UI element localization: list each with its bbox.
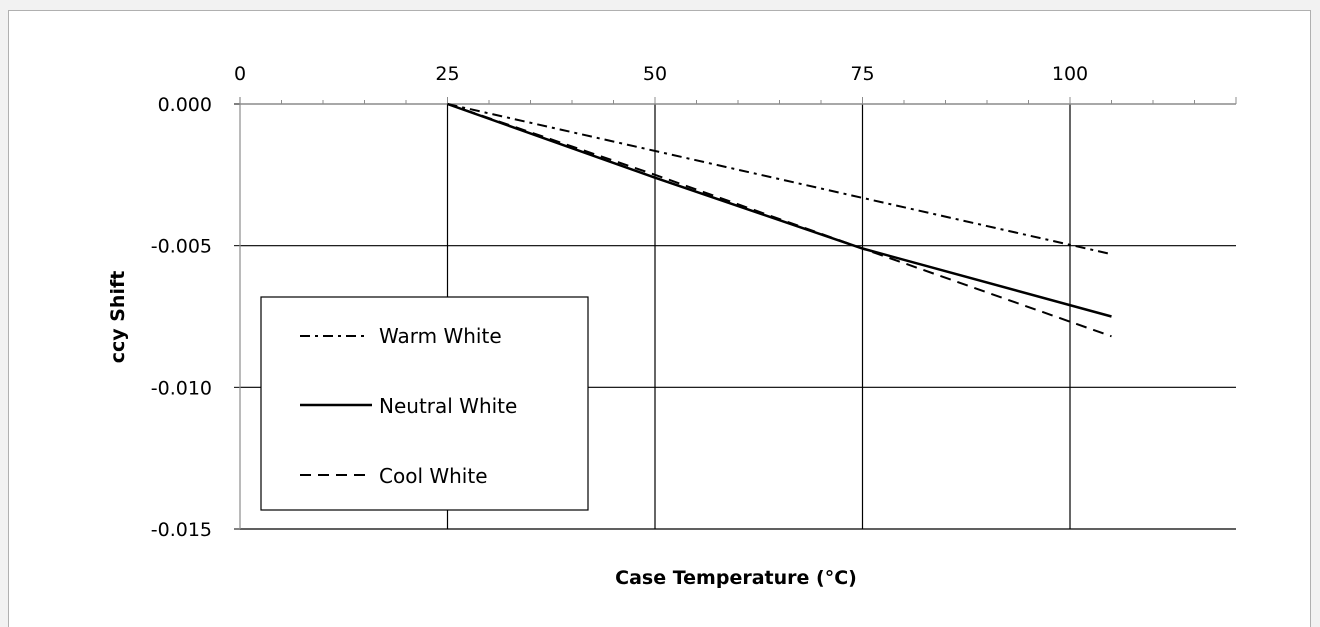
x-tick-label: 75 xyxy=(850,63,874,85)
x-tick-label: 50 xyxy=(643,63,667,85)
axis-layer: 0.000 -0.005 -0.010 -0.015 0 25 50 75 100 xyxy=(151,63,1237,541)
chart-frame xyxy=(8,10,1311,627)
legend: Warm White Neutral White Cool White xyxy=(260,296,589,511)
series-line-1 xyxy=(447,102,1112,318)
x-tick-label: 0 xyxy=(234,63,246,85)
legend-label-cool-white: Cool White xyxy=(379,464,488,488)
series-layer xyxy=(447,102,1112,338)
y-tick-label: -0.005 xyxy=(151,236,212,258)
legend-box xyxy=(260,296,589,511)
y-tick-label: 0.000 xyxy=(158,94,212,116)
y-axis-title: ccy Shift xyxy=(107,271,129,364)
legend-label-neutral-white: Neutral White xyxy=(379,394,517,418)
y-tick-label: -0.015 xyxy=(151,519,212,541)
series-line-0 xyxy=(447,103,1112,256)
x-tick-label: 100 xyxy=(1052,63,1088,85)
legend-label-warm-white: Warm White xyxy=(379,324,502,348)
y-tick-label: -0.010 xyxy=(151,377,212,399)
x-tick-label: 25 xyxy=(435,63,459,85)
series-line-2 xyxy=(447,103,1112,338)
x-axis-title: Case Temperature (°C) xyxy=(615,567,857,589)
